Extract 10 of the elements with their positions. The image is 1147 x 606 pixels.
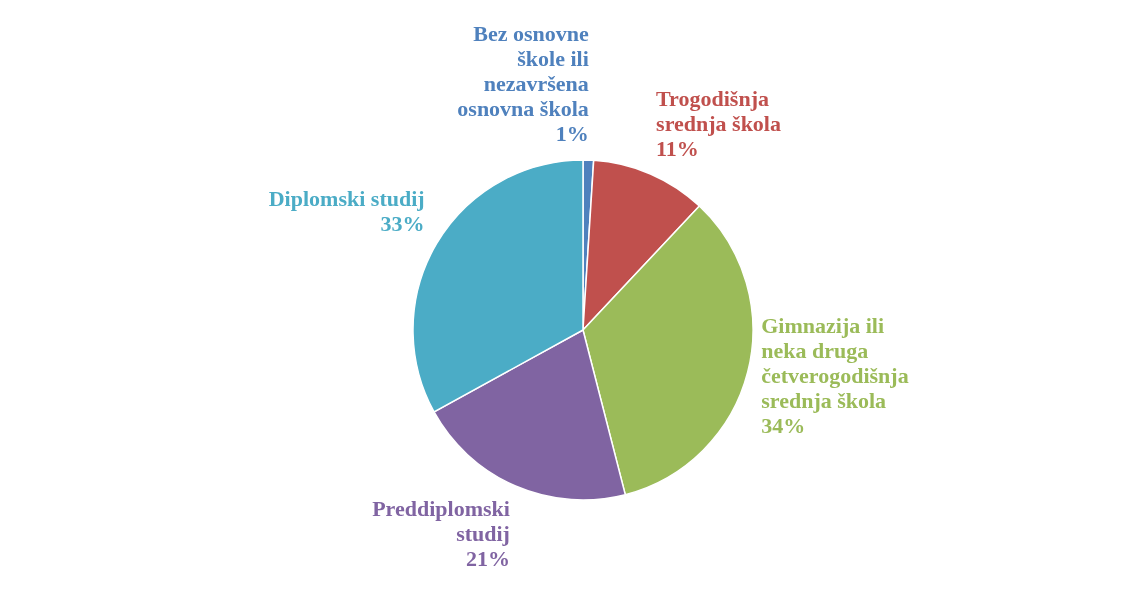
data-label: 34% <box>761 412 806 438</box>
slice-label: Trogodišnja srednja škola <box>656 86 781 137</box>
slice-label: Gimnazija ili neka druga četverogodišnja srednja škola <box>761 312 909 413</box>
data-label: 1% <box>555 121 589 147</box>
slice-label: Diplomski studij <box>268 186 425 212</box>
slice-label: Preddiplomski studij <box>372 495 510 546</box>
slice-label: Bez osnovne škole ili nezavršena osnovna škola <box>457 21 590 122</box>
data-label: 11% <box>656 136 699 162</box>
data-label: 21% <box>465 545 510 571</box>
data-label: 33% <box>380 211 425 237</box>
